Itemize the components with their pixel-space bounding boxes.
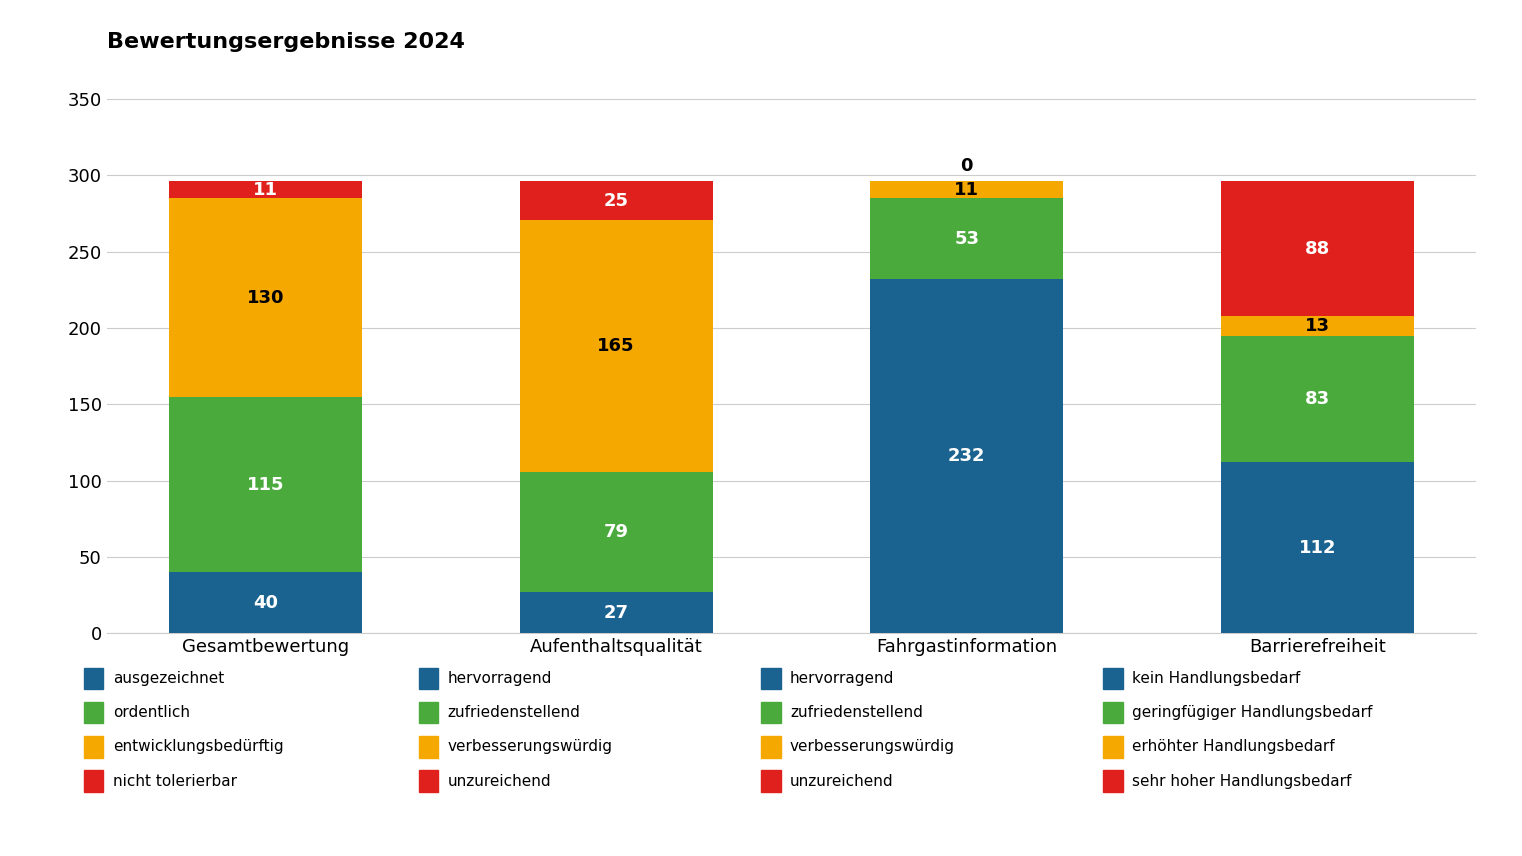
Text: 13: 13 (1304, 317, 1330, 335)
Bar (871, 199, 1064, 279)
Text: 27: 27 (604, 603, 629, 621)
Bar (519, 220, 712, 472)
Text: 88: 88 (1304, 240, 1330, 258)
Text: hervorragend: hervorragend (790, 671, 895, 686)
Text: 112: 112 (1298, 539, 1336, 557)
Text: 130: 130 (247, 288, 285, 306)
Text: ordentlich: ordentlich (113, 705, 190, 720)
Bar (1221, 181, 1414, 316)
Text: zufriedenstellend: zufriedenstellend (790, 705, 922, 720)
Text: verbesserungswürdig: verbesserungswürdig (790, 740, 954, 754)
Bar (519, 472, 712, 592)
Text: 79: 79 (604, 523, 629, 541)
Text: verbesserungswürdig: verbesserungswürdig (447, 740, 612, 754)
Text: geringfügiger Handlungsbedarf: geringfügiger Handlungsbedarf (1132, 705, 1373, 720)
Text: 83: 83 (1304, 390, 1330, 408)
Text: 11: 11 (954, 181, 979, 199)
Bar (169, 397, 362, 573)
Bar (519, 181, 712, 220)
Text: 232: 232 (948, 448, 986, 466)
Text: 11: 11 (253, 181, 279, 199)
Text: nicht tolerierbar: nicht tolerierbar (113, 774, 236, 788)
Text: 25: 25 (604, 192, 629, 210)
Bar (169, 199, 362, 397)
Text: 115: 115 (247, 476, 285, 494)
Text: entwicklungsbedürftig: entwicklungsbedürftig (113, 740, 283, 754)
Text: 40: 40 (253, 594, 279, 612)
Text: erhöhter Handlungsbedarf: erhöhter Handlungsbedarf (1132, 740, 1335, 754)
Bar (169, 573, 362, 633)
Bar (1221, 316, 1414, 336)
Text: 165: 165 (597, 336, 635, 354)
Bar (871, 279, 1064, 633)
Bar (519, 592, 712, 633)
Text: unzureichend: unzureichend (447, 774, 551, 788)
Text: Bewertungsergebnisse 2024: Bewertungsergebnisse 2024 (107, 32, 464, 51)
Text: ausgezeichnet: ausgezeichnet (113, 671, 224, 686)
Text: sehr hoher Handlungsbedarf: sehr hoher Handlungsbedarf (1132, 774, 1352, 788)
Bar (1221, 336, 1414, 462)
Bar (871, 181, 1064, 199)
Text: unzureichend: unzureichend (790, 774, 893, 788)
Text: 53: 53 (954, 229, 979, 247)
Text: 0: 0 (960, 158, 973, 175)
Bar (1221, 462, 1414, 633)
Text: zufriedenstellend: zufriedenstellend (447, 705, 580, 720)
Bar (169, 181, 362, 199)
Text: kein Handlungsbedarf: kein Handlungsbedarf (1132, 671, 1301, 686)
Text: hervorragend: hervorragend (447, 671, 552, 686)
